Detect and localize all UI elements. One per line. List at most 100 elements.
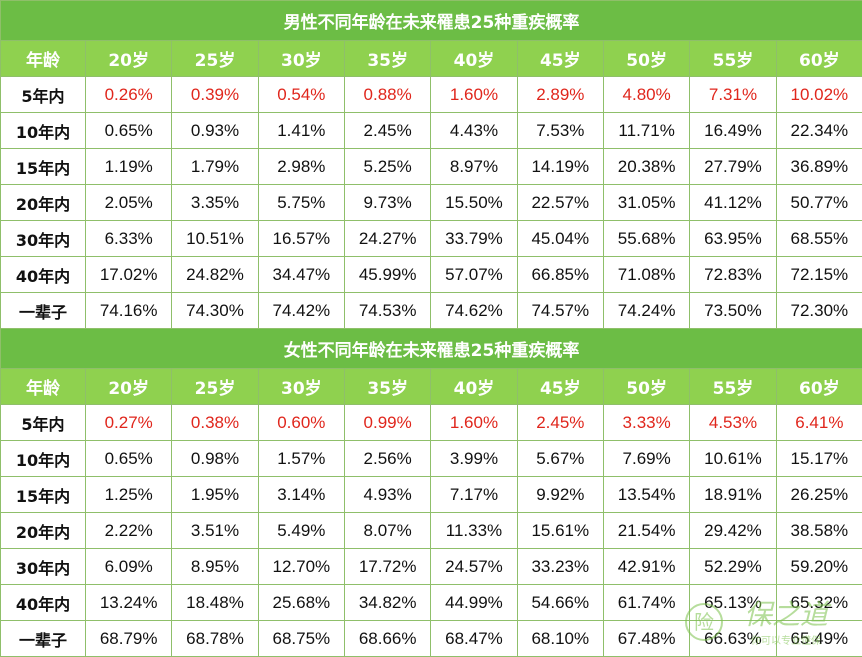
probability-cell: 7.53%: [517, 113, 603, 149]
header-age-5: 40岁: [431, 41, 517, 77]
probability-cell: 15.61%: [517, 513, 603, 549]
header-age-4: 35岁: [344, 369, 430, 405]
probability-cell: 68.75%: [258, 621, 344, 657]
probability-cell: 0.38%: [172, 405, 258, 441]
probability-cell: 0.88%: [344, 77, 430, 113]
probability-cell: 68.66%: [344, 621, 430, 657]
probability-cell: 31.05%: [603, 185, 689, 221]
probability-cell: 5.67%: [517, 441, 603, 477]
row-label: 5年内: [1, 405, 86, 441]
probability-cell: 72.30%: [776, 293, 862, 329]
probability-cell: 0.98%: [172, 441, 258, 477]
probability-cell: 24.82%: [172, 257, 258, 293]
probability-cell: 68.55%: [776, 221, 862, 257]
probability-cell: 14.19%: [517, 149, 603, 185]
probability-cell: 3.35%: [172, 185, 258, 221]
header-age-5: 40岁: [431, 369, 517, 405]
probability-cell: 42.91%: [603, 549, 689, 585]
probability-cell: 12.70%: [258, 549, 344, 585]
probability-cell: 6.33%: [86, 221, 172, 257]
probability-cell: 2.22%: [86, 513, 172, 549]
header-age-2: 25岁: [172, 41, 258, 77]
probability-cell: 4.93%: [344, 477, 430, 513]
header-age-1: 20岁: [86, 41, 172, 77]
row-label: 5年内: [1, 77, 86, 113]
probability-cell: 68.79%: [86, 621, 172, 657]
row-label: 15年内: [1, 149, 86, 185]
header-age-4: 35岁: [344, 41, 430, 77]
probability-cell: 57.07%: [431, 257, 517, 293]
probability-cell: 9.92%: [517, 477, 603, 513]
probability-cell: 33.79%: [431, 221, 517, 257]
probability-cell: 73.50%: [690, 293, 776, 329]
probability-cell: 4.80%: [603, 77, 689, 113]
probability-cell: 17.72%: [344, 549, 430, 585]
probability-cell: 8.95%: [172, 549, 258, 585]
probability-cell: 7.17%: [431, 477, 517, 513]
probability-cell: 13.54%: [603, 477, 689, 513]
probability-cell: 3.33%: [603, 405, 689, 441]
header-age-label: 年龄: [1, 41, 86, 77]
row-label: 10年内: [1, 113, 86, 149]
header-age-9: 60岁: [776, 41, 862, 77]
probability-cell: 66.85%: [517, 257, 603, 293]
probability-cell: 66.63%: [690, 621, 776, 657]
probability-cell: 52.29%: [690, 549, 776, 585]
probability-cell: 54.66%: [517, 585, 603, 621]
probability-cell: 74.42%: [258, 293, 344, 329]
probability-cell: 59.20%: [776, 549, 862, 585]
probability-cell: 5.49%: [258, 513, 344, 549]
row-label: 15年内: [1, 477, 86, 513]
male-title-row: 男性不同年龄在未来罹患25种重疾概率: [1, 1, 862, 41]
row-label: 40年内: [1, 585, 86, 621]
probability-cell: 2.45%: [344, 113, 430, 149]
probability-cell: 68.78%: [172, 621, 258, 657]
probability-cell: 65.49%: [776, 621, 862, 657]
probability-cell: 9.73%: [344, 185, 430, 221]
probability-cell: 74.53%: [344, 293, 430, 329]
row-label: 10年内: [1, 441, 86, 477]
probability-cell: 0.54%: [258, 77, 344, 113]
header-age-1: 20岁: [86, 369, 172, 405]
probability-cell: 3.99%: [431, 441, 517, 477]
probability-cell: 0.65%: [86, 113, 172, 149]
probability-cell: 3.14%: [258, 477, 344, 513]
probability-cell: 29.42%: [690, 513, 776, 549]
male-table-title: 男性不同年龄在未来罹患25种重疾概率: [1, 1, 862, 41]
probability-cell: 65.32%: [776, 585, 862, 621]
header-age-label: 年龄: [1, 369, 86, 405]
probability-cell: 2.45%: [517, 405, 603, 441]
probability-cell: 4.43%: [431, 113, 517, 149]
header-age-6: 45岁: [517, 41, 603, 77]
probability-cell: 18.91%: [690, 477, 776, 513]
probability-cell: 22.34%: [776, 113, 862, 149]
probability-cell: 72.83%: [690, 257, 776, 293]
probability-cell: 67.48%: [603, 621, 689, 657]
probability-cell: 1.41%: [258, 113, 344, 149]
probability-cell: 1.79%: [172, 149, 258, 185]
probability-cell: 10.61%: [690, 441, 776, 477]
probability-cell: 65.13%: [690, 585, 776, 621]
probability-cell: 4.53%: [690, 405, 776, 441]
probability-cell: 34.47%: [258, 257, 344, 293]
probability-cell: 1.57%: [258, 441, 344, 477]
probability-cell: 36.89%: [776, 149, 862, 185]
probability-cell: 2.05%: [86, 185, 172, 221]
probability-cell: 45.99%: [344, 257, 430, 293]
probability-cell: 7.31%: [690, 77, 776, 113]
row-label: 一辈子: [1, 293, 86, 329]
row-label: 30年内: [1, 549, 86, 585]
probability-cell: 0.39%: [172, 77, 258, 113]
row-label: 30年内: [1, 221, 86, 257]
probability-cell: 13.24%: [86, 585, 172, 621]
